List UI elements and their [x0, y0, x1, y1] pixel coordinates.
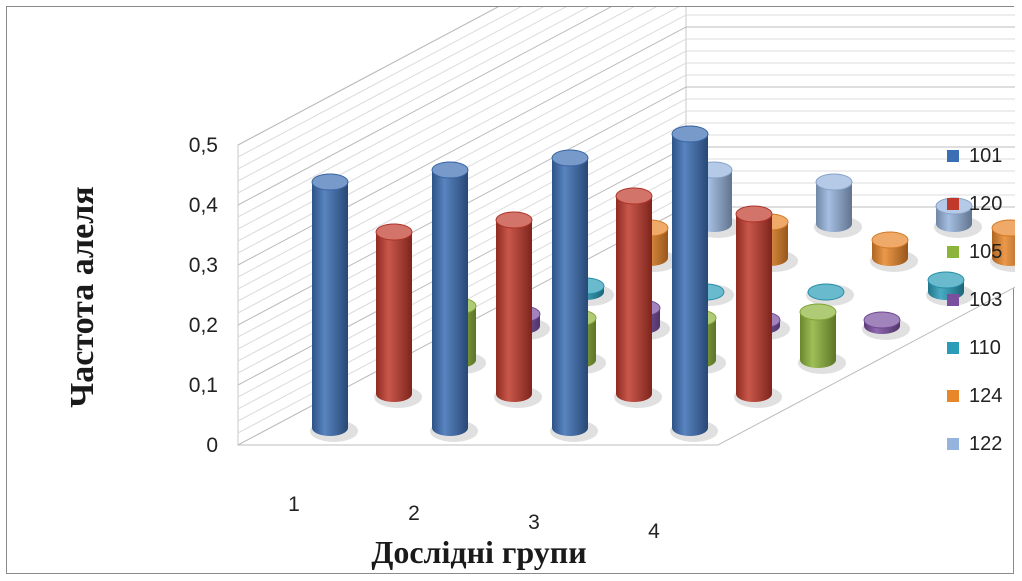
legend-label: 103	[969, 289, 1002, 311]
gridline	[237, 7, 612, 206]
gridline	[237, 7, 657, 230]
gridline	[237, 7, 635, 218]
back-wall	[685, 7, 1015, 208]
x-tick-label: 3	[528, 511, 540, 534]
chart-svg: 0 0,1 0,2 0,3 0,4 0,5 1 2 3 4 Частота алеля Досл…	[64, 7, 1015, 570]
bar-124-group-4	[990, 219, 1015, 272]
bar-120-group-2	[494, 211, 542, 408]
gridline	[237, 7, 545, 170]
legend-swatch	[947, 438, 959, 450]
bar-101-group-1	[310, 173, 358, 442]
bar-top	[615, 187, 653, 205]
y-tick-label: 0,2	[189, 314, 218, 337]
bar-120-group-4	[734, 205, 782, 408]
gridline	[237, 38, 1015, 278]
y-axis-label: Частота алеля	[64, 186, 101, 407]
bar-105-group-4	[798, 303, 846, 374]
legend: 101 120 105 103 110 124 122	[947, 145, 1002, 455]
gridline	[237, 14, 1015, 254]
bar-110-group-3	[806, 283, 854, 306]
legend-swatch	[947, 198, 959, 210]
bar-body	[496, 220, 532, 402]
bar-top	[551, 149, 589, 167]
chart-frame: 0 0,1 0,2 0,3 0,4 0,5 1 2 3 4 Частота алеля Досл…	[6, 6, 1015, 574]
y-tick-label: 0,1	[189, 374, 218, 397]
bar-body	[432, 170, 468, 436]
y-axis-ticks: 0 0,1 0,2 0,3 0,4 0,5	[189, 134, 219, 457]
gridline	[237, 62, 1015, 302]
gridline	[237, 26, 1015, 266]
x-tick-label: 2	[408, 502, 420, 525]
bar-top	[671, 125, 709, 143]
gridline	[237, 7, 590, 194]
legend-label: 110	[969, 337, 1001, 359]
bar-top	[991, 219, 1015, 237]
y-tick-label: 0,5	[189, 134, 218, 157]
gridline	[237, 7, 522, 158]
y-tick-label: 0,4	[189, 194, 219, 217]
y-tick-label: 0,3	[189, 254, 218, 277]
x-tick-label: 1	[288, 493, 300, 516]
legend-label: 120	[969, 193, 1002, 215]
bar-top	[863, 311, 901, 329]
bar-body	[376, 232, 412, 402]
bar-body	[552, 158, 588, 436]
gridline	[237, 7, 680, 242]
bar-122-group-2	[814, 173, 862, 238]
bar-top	[495, 211, 533, 229]
legend-swatch	[947, 150, 959, 162]
legend-swatch	[947, 246, 959, 258]
bar-top	[375, 223, 413, 241]
bar-top	[815, 173, 853, 191]
legend-label: 101	[969, 145, 1002, 167]
legend-swatch	[947, 294, 959, 306]
bar-top	[799, 303, 837, 321]
bar-103-group-4	[862, 311, 910, 340]
chart-bars	[310, 125, 1015, 442]
bar-top	[735, 205, 773, 223]
bar-122-group-3	[934, 197, 982, 238]
bar-124-group-3	[870, 231, 918, 272]
gridline	[237, 50, 1015, 290]
bar-120-group-3	[614, 187, 662, 408]
legend-swatch	[947, 390, 959, 402]
legend-swatch	[947, 342, 959, 354]
bar-body	[800, 312, 836, 368]
bar-body	[312, 182, 348, 436]
y-tick-label: 0	[206, 434, 218, 457]
bar-top	[807, 283, 845, 301]
bar-top	[431, 161, 469, 179]
bar-101-group-2	[430, 161, 478, 442]
x-axis-label: Дослідні групи	[371, 534, 586, 570]
bar-body	[816, 182, 852, 232]
bar-top	[311, 173, 349, 191]
gridline	[237, 7, 567, 182]
bar-110-group-4	[926, 271, 974, 306]
bar-body	[672, 134, 708, 436]
x-tick-label: 4	[648, 520, 660, 543]
legend-label: 124	[969, 385, 1002, 407]
legend-label: 122	[969, 433, 1002, 455]
bar-top	[871, 231, 909, 249]
legend-label: 105	[969, 241, 1002, 263]
gridline	[237, 7, 499, 146]
bar-top	[927, 271, 965, 289]
bar-101-group-3	[550, 149, 598, 442]
bar-120-group-1	[374, 223, 422, 408]
bar-101-group-4	[670, 125, 718, 442]
bar-body	[736, 214, 772, 402]
bar-body	[616, 196, 652, 402]
x-axis-ticks: 1 2 3 4	[288, 493, 660, 543]
bar-body	[992, 228, 1015, 266]
